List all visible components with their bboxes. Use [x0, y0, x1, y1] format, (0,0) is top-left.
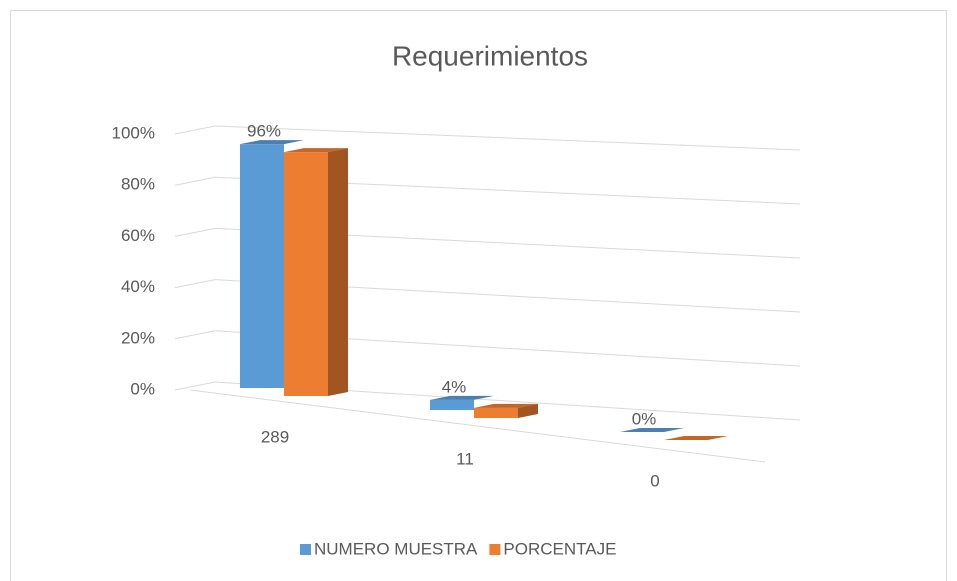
bar [430, 399, 474, 410]
grid-line [174, 330, 216, 340]
bar-top [620, 428, 684, 432]
bar-side [328, 148, 348, 396]
legend-swatch [300, 544, 311, 555]
bar [474, 407, 518, 418]
bar-top [240, 140, 304, 145]
bar-top [664, 436, 728, 440]
data-label: 0% [632, 409, 657, 428]
grid-line [174, 381, 216, 391]
bar-top [474, 403, 538, 408]
grid-line [174, 176, 216, 186]
y-tick-label: 20% [121, 328, 155, 347]
x-tick-label: 289 [261, 427, 289, 446]
grid-line [174, 279, 216, 289]
grid-line [214, 125, 801, 151]
floor-edge [189, 389, 766, 463]
x-tick-label: 11 [456, 449, 474, 468]
data-label: 4% [442, 377, 467, 396]
bar-top [430, 395, 494, 400]
grid-line [174, 227, 216, 237]
y-tick-label: 80% [121, 175, 155, 194]
bar [240, 144, 284, 388]
bar [284, 152, 328, 396]
y-tick-label: 0% [130, 379, 155, 398]
legend-swatch [489, 544, 501, 555]
data-label: 96% [247, 122, 281, 141]
bar-side [518, 403, 538, 418]
legend-label: NUMERO MUESTRA [314, 539, 478, 558]
x-tick-label: 0 [650, 471, 659, 490]
grid-line [174, 125, 216, 135]
chart-title: Requerimientos [392, 40, 588, 71]
y-tick-label: 100% [112, 123, 155, 142]
bar-top [284, 148, 348, 153]
chart-frame [10, 10, 947, 581]
y-tick-label: 60% [121, 226, 155, 245]
legend-label: PORCENTAJE [503, 539, 616, 558]
y-tick-label: 40% [121, 277, 155, 296]
